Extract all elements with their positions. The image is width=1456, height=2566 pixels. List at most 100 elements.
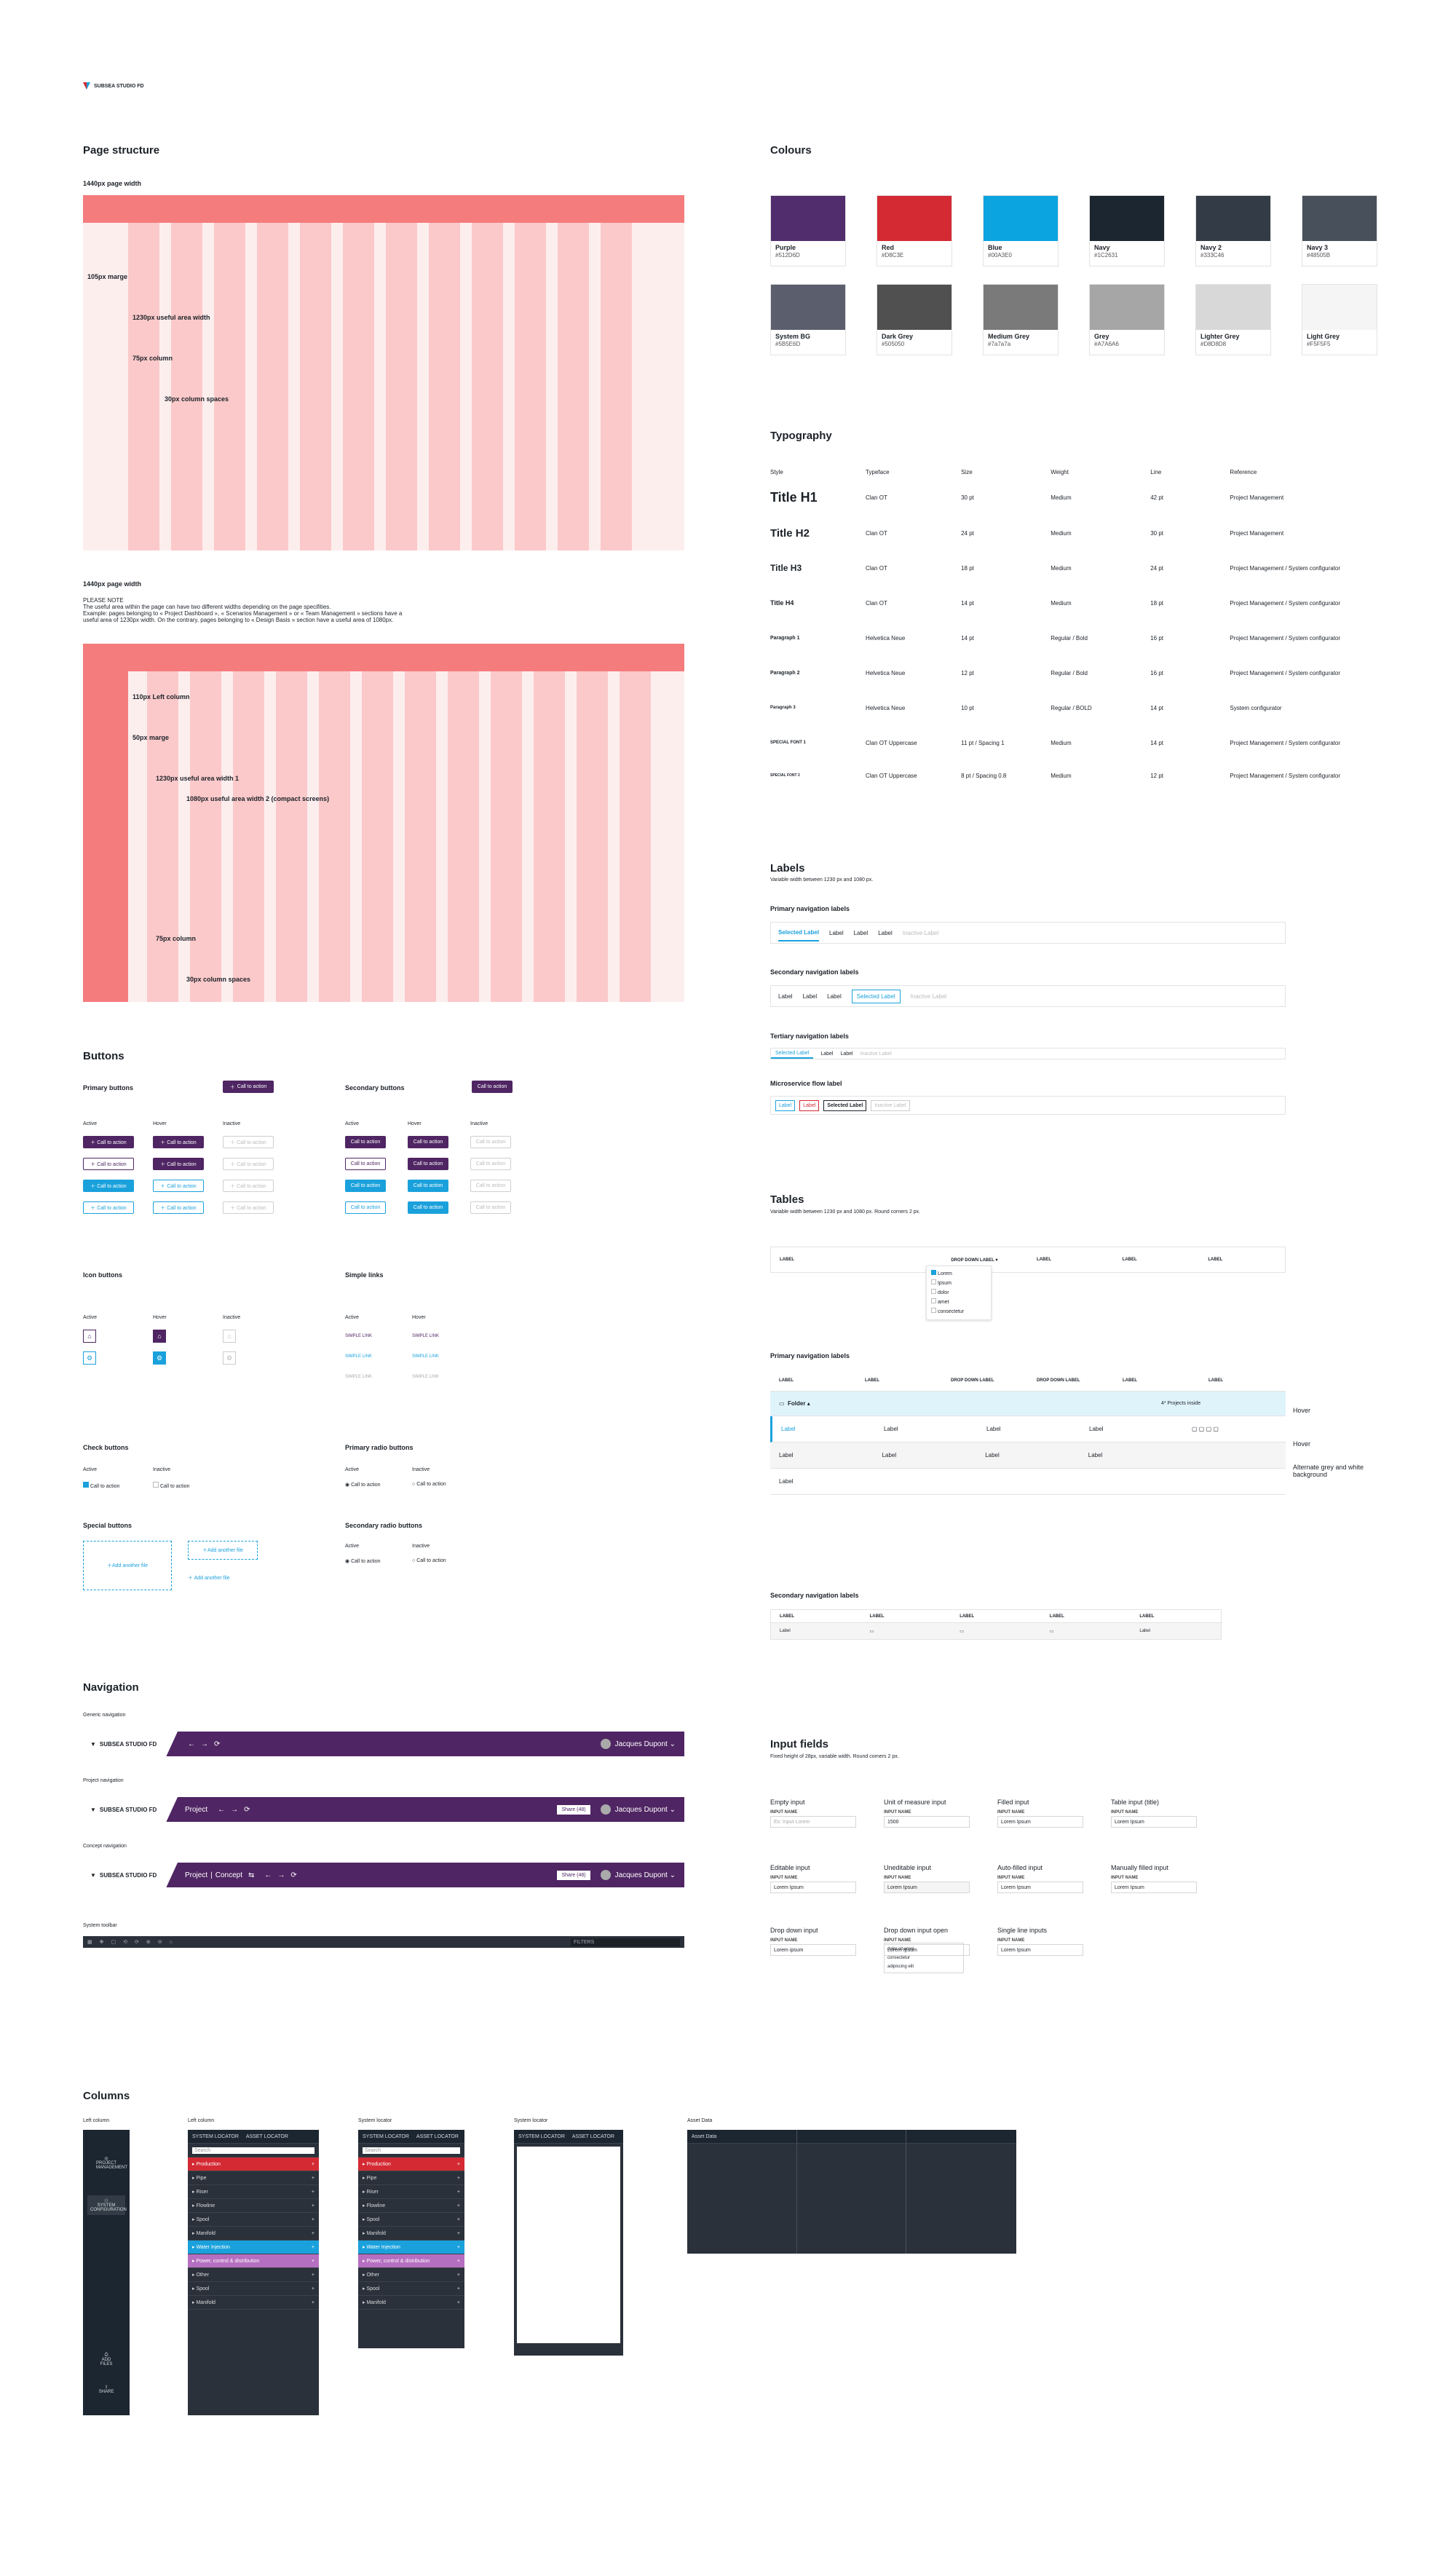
simple-link[interactable]: SIMPLE LINK bbox=[345, 1354, 373, 1359]
dropdown-option[interactable]: consectetur bbox=[887, 1956, 911, 1960]
back-icon[interactable]: ← bbox=[188, 1740, 195, 1748]
secondary-button-sample[interactable]: Call to action bbox=[472, 1081, 513, 1093]
cta-button[interactable]: Call to action bbox=[408, 1201, 448, 1214]
gear-icon[interactable]: ⚙ bbox=[153, 1351, 166, 1365]
locator-item[interactable]: ▸ Power, control & distribution + bbox=[358, 2254, 464, 2268]
home-icon[interactable]: ⌂ bbox=[223, 1330, 236, 1343]
input-field[interactable]: Ex: Input Lorem bbox=[770, 1816, 856, 1828]
label[interactable]: Label bbox=[853, 929, 869, 936]
locator-item[interactable]: ▸ Manifold + bbox=[358, 2296, 464, 2310]
dropdown-option[interactable]: adipiscing elit bbox=[887, 1965, 914, 1969]
locator-item[interactable]: ▸ Pipe + bbox=[188, 2171, 319, 2185]
cta-button[interactable]: ＋ Call to action bbox=[153, 1158, 204, 1170]
cta-button[interactable]: ＋ Call to action bbox=[83, 1201, 134, 1214]
label[interactable]: Label bbox=[827, 992, 842, 1000]
input-field[interactable]: Lorem Ipsum bbox=[997, 1882, 1083, 1893]
forward-icon[interactable]: → bbox=[231, 1805, 239, 1814]
label[interactable]: Label bbox=[878, 929, 893, 936]
dropdown-options[interactable]: dolor sit amet consectetur adipiscing elit bbox=[884, 1943, 964, 1973]
tab[interactable]: ASSET LOCATOR bbox=[571, 2133, 614, 2139]
back-icon[interactable]: ← bbox=[264, 1871, 272, 1879]
search-input[interactable]: Search bbox=[363, 2147, 460, 2154]
project-crumb[interactable]: Project bbox=[185, 1805, 208, 1814]
locator-item[interactable]: ▸ Spool + bbox=[188, 2282, 319, 2296]
label[interactable]: Label bbox=[820, 1051, 834, 1057]
simple-link[interactable]: SIMPLE LINK bbox=[412, 1375, 440, 1379]
toolbar-icon[interactable]: ▢ bbox=[111, 1940, 116, 1945]
locator-item[interactable]: ▸ Production + bbox=[188, 2158, 319, 2171]
add-file-button[interactable]: ＋ Add another file bbox=[188, 1541, 258, 1560]
toolbar-icon[interactable]: ✥ bbox=[99, 1940, 104, 1945]
toolbar-icon[interactable]: ▦ bbox=[87, 1940, 92, 1945]
locator-item[interactable]: ▸ Spool + bbox=[188, 2213, 319, 2227]
label[interactable]: Label bbox=[778, 992, 793, 1000]
user-menu[interactable]: Jacques Dupont ⌄ bbox=[600, 1739, 684, 1749]
simple-link[interactable]: SIMPLE LINK bbox=[412, 1354, 440, 1359]
home-icon[interactable]: ⌂ bbox=[83, 1330, 96, 1343]
filters-dropdown[interactable]: FILTERS bbox=[571, 1938, 680, 1946]
toolbar-icon[interactable]: ⟳ bbox=[135, 1940, 139, 1945]
compare-icon[interactable]: ⇆ bbox=[248, 1871, 255, 1879]
th-dropdown[interactable]: DROP DOWN LABEL ▾ bbox=[951, 1258, 998, 1263]
locator-item[interactable]: ▸ Flowline + bbox=[188, 2199, 319, 2213]
dropdown-option[interactable]: Lorem bbox=[931, 1269, 986, 1279]
dropdown-option[interactable]: amet bbox=[931, 1298, 986, 1307]
tab[interactable]: ASSET LOCATOR bbox=[245, 2133, 288, 2139]
locator-item[interactable]: ▸ Other + bbox=[188, 2268, 319, 2282]
label-selected[interactable]: Selected Label bbox=[851, 989, 901, 1003]
label-selected[interactable]: Selected Label bbox=[771, 1049, 814, 1059]
refresh-icon[interactable]: ⟳ bbox=[214, 1740, 221, 1748]
cta-button[interactable]: ＋ Call to action bbox=[83, 1180, 134, 1192]
user-menu[interactable]: Jacques Dupont ⌄ bbox=[600, 1870, 684, 1880]
concept-crumb[interactable]: Concept bbox=[215, 1871, 242, 1879]
locator-item[interactable]: ▸ Spool + bbox=[358, 2213, 464, 2227]
locator-item[interactable]: ▸ Riser + bbox=[358, 2185, 464, 2199]
nav-item[interactable]: ⎙ ADD FILES bbox=[100, 2353, 113, 2366]
label[interactable]: Label bbox=[799, 1100, 820, 1111]
cta-button[interactable]: ＋ Call to action bbox=[153, 1180, 204, 1192]
tab[interactable]: ASSET LOCATOR bbox=[416, 2133, 459, 2139]
folder-row[interactable]: ▭ Folder ▴ 4* Projects inside bbox=[770, 1391, 1286, 1416]
tab[interactable]: SYSTEM LOCATOR bbox=[518, 2133, 565, 2139]
input-field[interactable]: Lorem Ipsum bbox=[997, 1816, 1083, 1828]
cta-button[interactable]: Call to action bbox=[345, 1136, 386, 1148]
check-active[interactable]: Call to action bbox=[83, 1482, 119, 1489]
tab[interactable]: SYSTEM LOCATOR bbox=[363, 2133, 409, 2139]
label-selected[interactable]: Selected Label bbox=[823, 1100, 867, 1111]
cta-button[interactable]: Call to action bbox=[408, 1158, 448, 1170]
locator-item[interactable]: ▸ Manifold + bbox=[188, 2296, 319, 2310]
cta-button[interactable]: Call to action bbox=[345, 1201, 386, 1214]
dropdown-option[interactable]: dolor sit amet bbox=[887, 1947, 914, 1951]
dropdown-option[interactable]: consectetur bbox=[931, 1307, 986, 1316]
add-file-link[interactable]: ＋ Add another file bbox=[188, 1576, 230, 1581]
locator-item[interactable]: ▸ Power, control & distribution + bbox=[188, 2254, 319, 2268]
refresh-icon[interactable]: ⟳ bbox=[290, 1871, 297, 1879]
home-icon[interactable]: ⌂ bbox=[153, 1330, 166, 1343]
nav-item-active[interactable]: ⚇ SYSTEM CONFIGURATION bbox=[87, 2195, 127, 2215]
simple-link[interactable]: SIMPLE LINK bbox=[345, 1334, 373, 1338]
project-crumb[interactable]: Project bbox=[185, 1871, 208, 1879]
locator-item[interactable]: ▸ Pipe + bbox=[358, 2171, 464, 2185]
input-field[interactable]: Lorem ipsum bbox=[770, 1944, 856, 1956]
table-dropdown[interactable]: Lorem Ipsum dolor amet consectetur bbox=[926, 1266, 992, 1320]
share-button[interactable]: Share (48) bbox=[557, 1870, 590, 1880]
nav-item[interactable]: ⇪ SHARE bbox=[98, 2385, 114, 2394]
locator-item[interactable]: ▸ Manifold + bbox=[188, 2227, 319, 2241]
label[interactable]: Label bbox=[775, 1100, 796, 1111]
tab[interactable]: SYSTEM LOCATOR bbox=[192, 2133, 239, 2139]
locator-item[interactable]: ▸ Spool + bbox=[358, 2282, 464, 2296]
brand-logo[interactable]: ▼ SUBSEA STUDIO FD bbox=[83, 1797, 178, 1822]
search-input[interactable]: Search bbox=[192, 2147, 314, 2154]
input-field[interactable]: Lorem Ipsum bbox=[1111, 1816, 1197, 1828]
locator-item[interactable]: ▸ Production + bbox=[358, 2158, 464, 2171]
locator-item[interactable]: ▸ Flowline + bbox=[358, 2199, 464, 2213]
dropdown-option[interactable]: Ipsum bbox=[931, 1279, 986, 1288]
radio-active[interactable]: ◉ Call to action bbox=[345, 1559, 381, 1564]
nav-item[interactable]: ◎ PROJECT MANAGEMENT bbox=[96, 2157, 128, 2170]
cta-button[interactable]: Call to action bbox=[345, 1180, 386, 1192]
locator-item[interactable]: ▸ Other + bbox=[358, 2268, 464, 2282]
table-row[interactable]: Label bbox=[770, 1469, 1286, 1495]
share-button[interactable]: Share (48) bbox=[557, 1804, 590, 1815]
simple-link[interactable]: SIMPLE LINK bbox=[412, 1334, 440, 1338]
dropdown-option[interactable]: dolor bbox=[931, 1288, 986, 1298]
